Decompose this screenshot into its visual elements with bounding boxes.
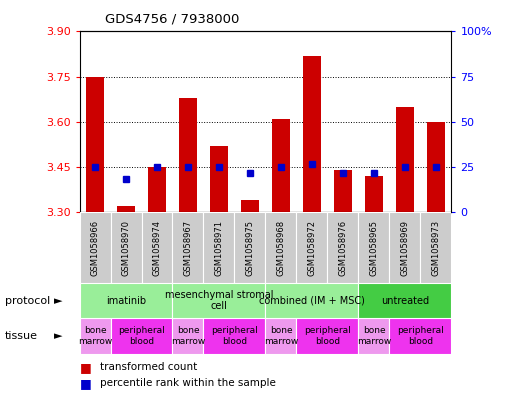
Bar (204, 318, 266, 354)
Text: GSM1058969: GSM1058969 (401, 220, 409, 275)
Bar (297, 318, 359, 354)
Bar (389, 212, 421, 283)
Text: bone
marrow: bone marrow (78, 326, 112, 346)
Bar (110, 318, 172, 354)
Bar (80, 212, 110, 283)
Text: peripheral
blood: peripheral blood (211, 326, 258, 346)
Text: ■: ■ (80, 376, 91, 390)
Bar (396, 107, 415, 212)
Bar (427, 122, 445, 212)
Text: bone
marrow: bone marrow (171, 326, 205, 346)
Text: GSM1058975: GSM1058975 (246, 220, 254, 275)
Bar (116, 206, 135, 212)
Text: tissue: tissue (5, 331, 38, 341)
Text: GSM1058970: GSM1058970 (122, 220, 130, 275)
Bar (365, 176, 383, 212)
Text: untreated: untreated (381, 296, 429, 306)
Bar (148, 167, 166, 212)
Text: percentile rank within the sample: percentile rank within the sample (100, 378, 276, 388)
Text: bone
marrow: bone marrow (357, 326, 391, 346)
Text: GSM1058965: GSM1058965 (369, 220, 379, 275)
Text: ■: ■ (80, 361, 91, 374)
Text: imatinib: imatinib (106, 296, 146, 306)
Bar (80, 283, 172, 318)
Bar (359, 283, 451, 318)
Text: bone
marrow: bone marrow (264, 326, 298, 346)
Text: GSM1058973: GSM1058973 (431, 220, 441, 275)
Text: GSM1058971: GSM1058971 (214, 220, 224, 275)
Bar (210, 146, 228, 212)
Text: protocol: protocol (5, 296, 50, 306)
Text: peripheral
blood: peripheral blood (304, 326, 351, 346)
Text: transformed count: transformed count (100, 362, 198, 373)
Text: GSM1058968: GSM1058968 (277, 220, 285, 275)
Bar (359, 212, 389, 283)
Bar (421, 212, 451, 283)
Bar (179, 98, 198, 212)
Text: ►: ► (54, 331, 63, 341)
Text: GSM1058976: GSM1058976 (339, 220, 347, 275)
Bar (234, 212, 265, 283)
Bar (142, 212, 172, 283)
Text: GSM1058974: GSM1058974 (152, 220, 162, 275)
Bar (297, 212, 327, 283)
Bar (333, 170, 352, 212)
Bar (172, 212, 204, 283)
Bar (172, 318, 204, 354)
Text: GSM1058966: GSM1058966 (90, 220, 100, 275)
Bar (303, 55, 321, 212)
Text: GSM1058972: GSM1058972 (307, 220, 317, 275)
Bar (272, 119, 290, 212)
Text: mesenchymal stromal
cell: mesenchymal stromal cell (165, 290, 273, 311)
Text: ►: ► (54, 296, 63, 306)
Text: GSM1058967: GSM1058967 (184, 220, 192, 275)
Bar (204, 212, 234, 283)
Text: peripheral
blood: peripheral blood (118, 326, 165, 346)
Bar (86, 77, 104, 212)
Bar (265, 318, 297, 354)
Bar (172, 283, 265, 318)
Bar (241, 200, 259, 212)
Bar (265, 212, 297, 283)
Text: combined (IM + MSC): combined (IM + MSC) (259, 296, 365, 306)
Bar (359, 318, 389, 354)
Text: peripheral
blood: peripheral blood (397, 326, 444, 346)
Text: GDS4756 / 7938000: GDS4756 / 7938000 (105, 13, 240, 26)
Bar (389, 318, 451, 354)
Bar (110, 212, 142, 283)
Bar (80, 318, 110, 354)
Bar (327, 212, 359, 283)
Bar (265, 283, 359, 318)
